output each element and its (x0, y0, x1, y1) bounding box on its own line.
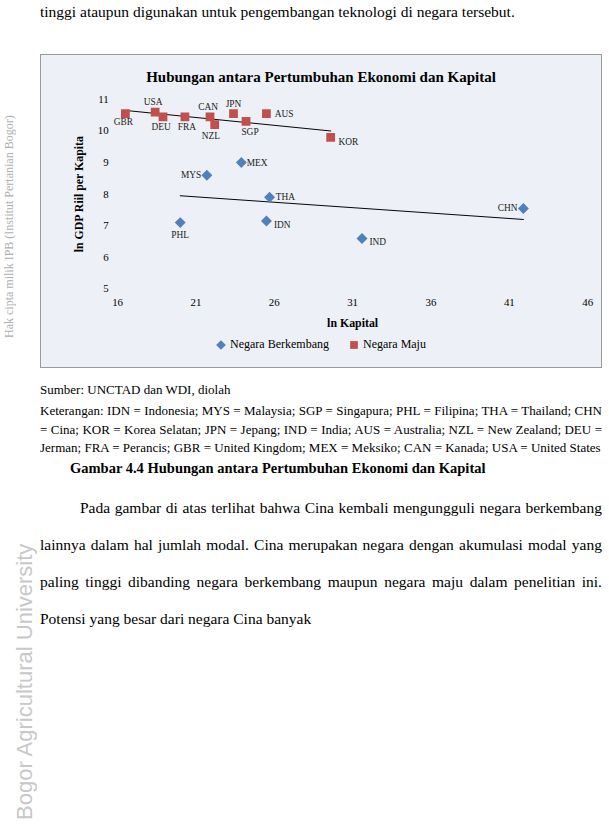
html-text:Gambar 4.4 Hubungan antara Per: Gambar 4.4 Hubungan antara Pertumbuhan E… (70, 459, 486, 476)
svg-text:MYS: MYS (181, 170, 201, 180)
svg-text:41: 41 (504, 296, 515, 308)
svg-text:MEX: MEX (247, 158, 268, 168)
svg-text:KOR: KOR (339, 137, 360, 147)
svg-text:AUS: AUS (275, 109, 294, 119)
svg-text:ln GDP Riil per Kapita: ln GDP Riil per Kapita (72, 136, 86, 252)
html-text:Bogor Agricultural University: Bogor Agricultural University (12, 543, 37, 820)
svg-text:CAN: CAN (198, 102, 218, 112)
svg-text:IND: IND (369, 237, 386, 247)
svg-text:21: 21 (190, 296, 201, 308)
svg-text:NZL: NZL (202, 131, 220, 141)
svg-text:8: 8 (103, 188, 109, 200)
svg-text:26: 26 (269, 296, 280, 308)
html-text:Hak cipta milik IPB (Institut: Hak cipta milik IPB (Institut Pertanian … (2, 115, 16, 338)
svg-text:36: 36 (426, 296, 437, 308)
svg-text:PHL: PHL (171, 230, 189, 240)
svg-text:SGP: SGP (241, 127, 258, 137)
svg-text:USA: USA (144, 97, 163, 107)
html-text:Sumber: UNCTAD dan WDI, diolah: Sumber: UNCTAD dan WDI, diolah (40, 382, 231, 397)
html-text:tinggi ataupun digunakan untuk: tinggi ataupun digunakan untuk pengemban… (40, 3, 515, 20)
html-text:Pada gambar di atas terlihat b: Pada gambar di atas terlihat bahwa Cina … (40, 498, 602, 627)
svg-text:11: 11 (98, 93, 108, 105)
svg-text:31: 31 (347, 296, 358, 308)
svg-text:ln Kapital: ln Kapital (327, 316, 379, 330)
svg-text:FRA: FRA (178, 122, 196, 132)
html-text:Negara Maju: Negara Maju (363, 337, 426, 351)
svg-text:16: 16 (112, 296, 123, 308)
html-text:Hubungan antara Pertumbuhan Ek: Hubungan antara Pertumbuhan Ekonomi dan … (146, 69, 496, 85)
svg-text:JPN: JPN (226, 99, 242, 109)
svg-text:5: 5 (103, 282, 108, 294)
svg-text:CHN: CHN (498, 203, 518, 213)
svg-text:6: 6 (103, 251, 109, 263)
svg-text:DEU: DEU (151, 122, 170, 132)
svg-text:THA: THA (276, 192, 295, 202)
svg-text:9: 9 (103, 156, 108, 168)
svg-text:GBR: GBR (114, 117, 134, 127)
html-text:Negara Berkembang: Negara Berkembang (230, 337, 329, 351)
svg-text:IDN: IDN (274, 220, 291, 230)
html-text:Keterangan: IDN = Indonesia; M: Keterangan: IDN = Indonesia; MYS = Malay… (40, 403, 602, 455)
svg-text:46: 46 (582, 296, 593, 308)
svg-text:10: 10 (98, 124, 109, 136)
svg-text:7: 7 (103, 219, 109, 231)
